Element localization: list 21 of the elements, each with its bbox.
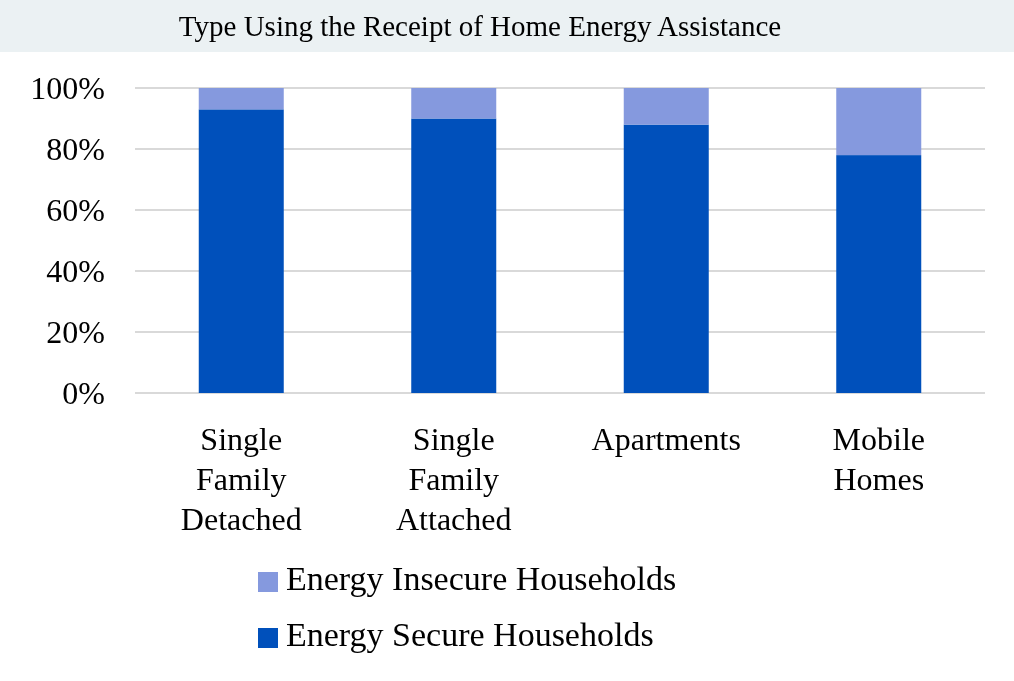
x-tick-label: Single Family Attached [396,421,512,537]
bar [836,155,922,393]
y-tick-label: 80% [46,131,105,168]
bar [198,109,284,393]
y-tick-label: 60% [46,192,105,229]
legend-label: Energy Insecure Households [286,560,677,597]
bar [198,88,284,110]
bar [411,88,497,119]
legend-label: Energy Secure Households [286,616,654,653]
bar [411,118,497,393]
y-tick-label: 100% [30,70,105,107]
y-tick-label: 40% [46,253,105,290]
y-tick-label: 20% [46,314,105,351]
chart-title: Type Using the Receipt of Home Energy Assistance [178,10,782,42]
bar [623,88,709,125]
x-tick-label: Apartments [591,421,741,457]
bar [836,88,922,156]
x-tick-label: Single Family Detached [180,421,302,537]
x-tick-label: Mobile Homes [832,421,925,497]
y-tick-label: 0% [62,375,105,412]
bar [623,124,709,393]
